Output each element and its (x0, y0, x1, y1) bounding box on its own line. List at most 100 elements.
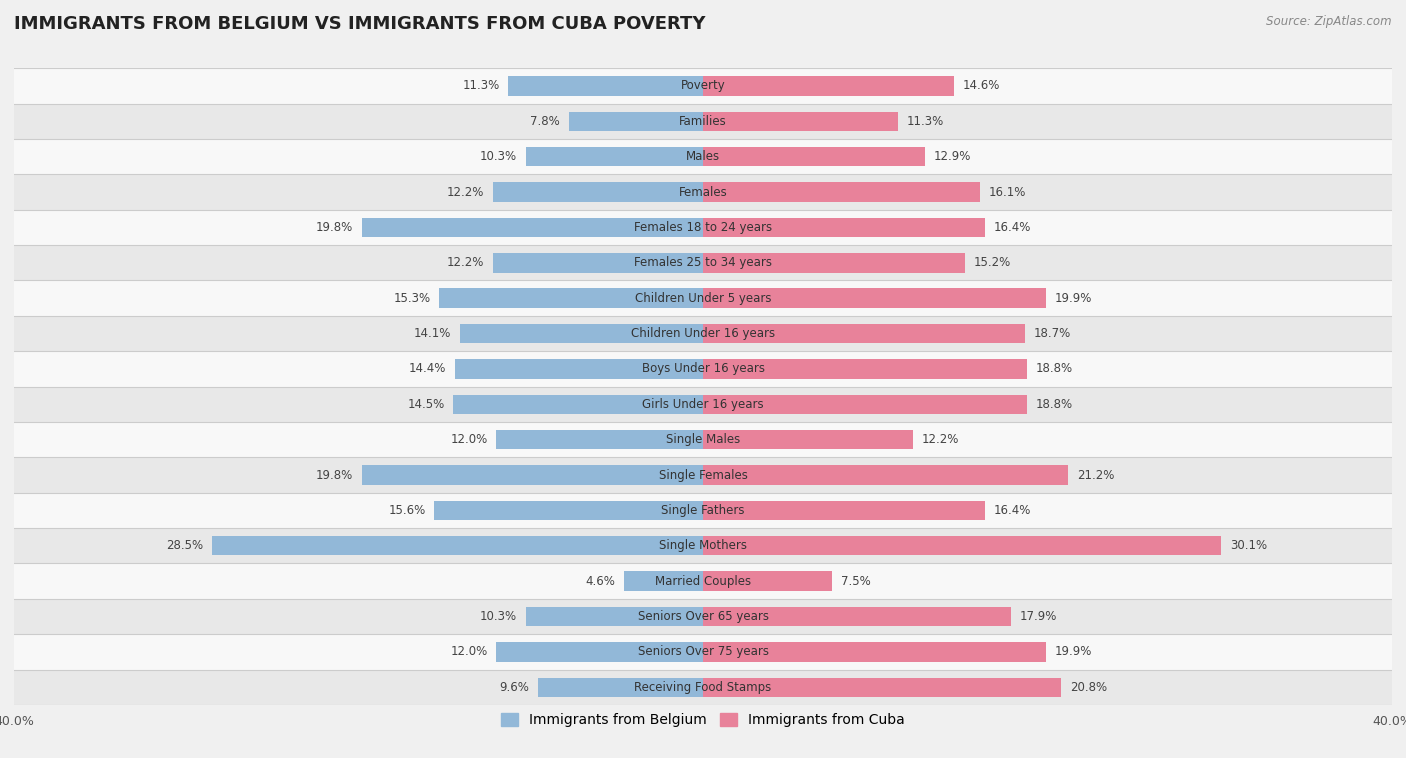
Text: 16.4%: 16.4% (994, 504, 1032, 517)
Text: 12.0%: 12.0% (450, 433, 488, 446)
Text: 15.2%: 15.2% (973, 256, 1011, 269)
Bar (526, 607, 703, 626)
Text: 17.9%: 17.9% (1019, 610, 1057, 623)
Text: 19.8%: 19.8% (316, 468, 353, 481)
Bar (14, 351, 1392, 387)
Text: Females 18 to 24 years: Females 18 to 24 years (634, 221, 772, 234)
Text: 19.8%: 19.8% (316, 221, 353, 234)
Bar (361, 218, 703, 237)
Text: 21.2%: 21.2% (1077, 468, 1114, 481)
Text: 7.5%: 7.5% (841, 575, 870, 587)
Bar (212, 536, 703, 556)
Bar (14, 245, 1392, 280)
Bar (14, 280, 1392, 316)
Text: 10.3%: 10.3% (479, 150, 517, 163)
Text: 12.9%: 12.9% (934, 150, 972, 163)
Bar (703, 465, 1069, 485)
Bar (14, 563, 1392, 599)
Text: 19.9%: 19.9% (1054, 645, 1091, 659)
Text: 9.6%: 9.6% (499, 681, 529, 694)
Bar (361, 465, 703, 485)
Text: 14.1%: 14.1% (415, 327, 451, 340)
Bar (703, 324, 1025, 343)
Text: 18.8%: 18.8% (1035, 362, 1073, 375)
Text: Single Females: Single Females (658, 468, 748, 481)
Bar (703, 218, 986, 237)
Text: Boys Under 16 years: Boys Under 16 years (641, 362, 765, 375)
Text: 7.8%: 7.8% (530, 114, 560, 128)
Text: Families: Families (679, 114, 727, 128)
Bar (496, 642, 703, 662)
Text: Receiving Food Stamps: Receiving Food Stamps (634, 681, 772, 694)
Bar (703, 394, 1026, 414)
Text: 14.5%: 14.5% (408, 398, 444, 411)
Text: 12.0%: 12.0% (450, 645, 488, 659)
Bar (434, 501, 703, 520)
Bar (456, 359, 703, 379)
Text: 14.6%: 14.6% (963, 80, 1001, 92)
Bar (496, 430, 703, 449)
Text: Single Mothers: Single Mothers (659, 539, 747, 553)
Text: Females: Females (679, 186, 727, 199)
Text: 16.1%: 16.1% (988, 186, 1026, 199)
Bar (14, 387, 1392, 422)
Text: Males: Males (686, 150, 720, 163)
Bar (14, 174, 1392, 210)
Text: 16.4%: 16.4% (994, 221, 1032, 234)
Text: Married Couples: Married Couples (655, 575, 751, 587)
Bar (14, 422, 1392, 457)
Legend: Immigrants from Belgium, Immigrants from Cuba: Immigrants from Belgium, Immigrants from… (495, 708, 911, 733)
Bar (14, 634, 1392, 669)
Text: Single Males: Single Males (666, 433, 740, 446)
Bar (14, 669, 1392, 705)
Text: 18.7%: 18.7% (1033, 327, 1071, 340)
Bar (703, 678, 1062, 697)
Bar (703, 430, 912, 449)
Bar (703, 288, 1046, 308)
Text: Source: ZipAtlas.com: Source: ZipAtlas.com (1267, 15, 1392, 28)
Bar (14, 528, 1392, 563)
Bar (453, 394, 703, 414)
Bar (703, 536, 1222, 556)
Bar (703, 359, 1026, 379)
Bar (703, 642, 1046, 662)
Text: 19.9%: 19.9% (1054, 292, 1091, 305)
Bar (509, 77, 703, 96)
Bar (703, 77, 955, 96)
Text: 12.2%: 12.2% (922, 433, 959, 446)
Bar (14, 316, 1392, 351)
Bar (14, 599, 1392, 634)
Bar (526, 147, 703, 167)
Text: Seniors Over 75 years: Seniors Over 75 years (637, 645, 769, 659)
Text: 30.1%: 30.1% (1230, 539, 1267, 553)
Text: 11.3%: 11.3% (463, 80, 499, 92)
Text: 15.6%: 15.6% (388, 504, 426, 517)
Bar (14, 68, 1392, 104)
Text: Single Fathers: Single Fathers (661, 504, 745, 517)
Bar (14, 104, 1392, 139)
Bar (494, 183, 703, 202)
Text: 28.5%: 28.5% (166, 539, 204, 553)
Bar (703, 111, 897, 131)
Text: 20.8%: 20.8% (1070, 681, 1107, 694)
Text: 12.2%: 12.2% (447, 256, 484, 269)
Bar (494, 253, 703, 273)
Text: 15.3%: 15.3% (394, 292, 430, 305)
Text: Children Under 16 years: Children Under 16 years (631, 327, 775, 340)
Bar (460, 324, 703, 343)
Text: 12.2%: 12.2% (447, 186, 484, 199)
Bar (568, 111, 703, 131)
Bar (14, 457, 1392, 493)
Bar (440, 288, 703, 308)
Text: 14.4%: 14.4% (409, 362, 446, 375)
Text: 10.3%: 10.3% (479, 610, 517, 623)
Text: Females 25 to 34 years: Females 25 to 34 years (634, 256, 772, 269)
Text: 4.6%: 4.6% (585, 575, 616, 587)
Bar (703, 183, 980, 202)
Bar (14, 210, 1392, 245)
Text: 18.8%: 18.8% (1035, 398, 1073, 411)
Bar (703, 607, 1011, 626)
Bar (703, 501, 986, 520)
Text: Poverty: Poverty (681, 80, 725, 92)
Text: Girls Under 16 years: Girls Under 16 years (643, 398, 763, 411)
